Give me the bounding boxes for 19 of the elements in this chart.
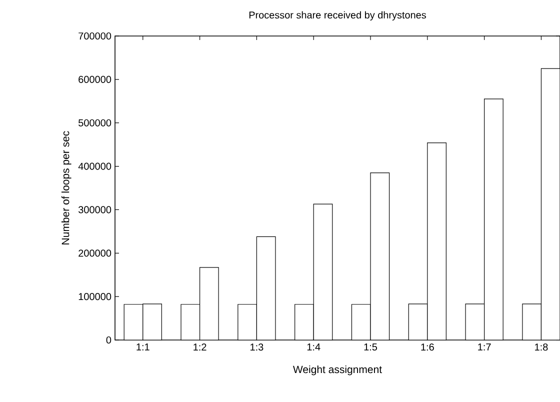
y-tick-label: 600000 <box>78 76 112 83</box>
x-tick-label: 1:7 <box>478 344 491 350</box>
y-tick-label: 0 <box>106 336 112 344</box>
x-tick-label: 1:4 <box>307 344 320 350</box>
x-tick-label: 1:6 <box>421 344 434 351</box>
y-tick-label: 700000 <box>78 32 112 40</box>
chart-title: Processor share received by dhrystones <box>249 11 426 20</box>
y-tick-label: 500000 <box>78 119 112 126</box>
y-tick-label: 200000 <box>78 250 112 257</box>
x-axis-title: Weight assignment <box>293 365 382 376</box>
y-axis-title: Number of loops per sec <box>61 131 72 244</box>
y-tick-label: 400000 <box>78 162 112 170</box>
x-tick-label: 1:8 <box>535 344 548 351</box>
x-tick-label: 1:5 <box>364 344 378 350</box>
x-tick-label: 1:2 <box>194 344 206 350</box>
y-tick-label: 100000 <box>78 293 112 300</box>
x-tick-label: 1:3 <box>250 344 264 351</box>
x-tick-label: 1:1 <box>136 344 150 350</box>
y-tick-label: 300000 <box>78 206 112 214</box>
